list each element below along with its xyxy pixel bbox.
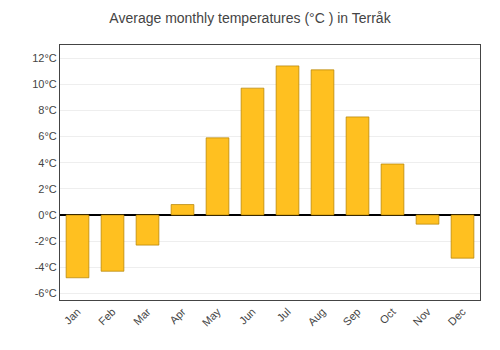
svg-text:Sep: Sep [340,306,362,328]
svg-text:Oct: Oct [377,306,398,327]
svg-text:10°C: 10°C [32,78,57,90]
svg-text:-2°C: -2°C [35,235,57,247]
svg-text:12°C: 12°C [32,52,57,64]
svg-text:Jan: Jan [62,306,83,327]
svg-text:6°C: 6°C [38,130,57,142]
svg-text:0°C: 0°C [38,209,57,221]
svg-text:8°C: 8°C [38,104,57,116]
svg-text:Average monthly temperatures (: Average monthly temperatures (°C ) in Te… [109,10,391,26]
svg-text:2°C: 2°C [38,183,57,195]
svg-text:Jul: Jul [274,306,292,324]
svg-text:Aug: Aug [305,306,327,328]
svg-text:Jun: Jun [237,306,258,327]
svg-text:Dec: Dec [445,305,468,328]
svg-text:4°C: 4°C [38,157,57,169]
svg-text:Mar: Mar [131,305,153,327]
svg-text:Feb: Feb [96,306,118,328]
svg-text:-4°C: -4°C [35,261,57,273]
svg-text:Nov: Nov [410,305,433,328]
svg-text:Apr: Apr [167,305,188,326]
svg-text:May: May [200,305,224,329]
svg-text:-6°C: -6°C [35,287,57,299]
